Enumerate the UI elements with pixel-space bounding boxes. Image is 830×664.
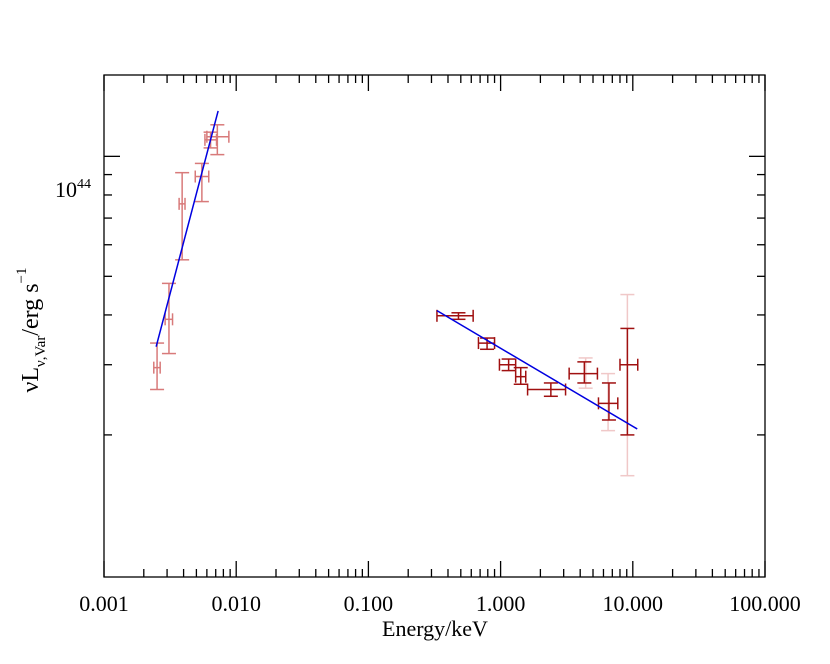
xray-fit-line [436,310,638,430]
uv-data-point [150,342,165,391]
y-axis-label: νLν,Var/erg s−1 [14,267,49,392]
xray-data-point [597,382,619,421]
xray-data-point [498,358,517,372]
x-tick-label: 0.100 [344,591,394,616]
y-major-exp: 44 [77,177,91,192]
y-label-main: νL [18,367,44,393]
faint-error-bar [601,372,616,432]
plot-frame [103,74,766,578]
x-tick-label: 10.000 [603,591,664,616]
x-tick-label: 1.000 [476,591,526,616]
xray-data-point [436,309,474,322]
y-label-sub: ν,Var [33,336,49,367]
xray-data-point [526,382,567,398]
y-major-tick-label: 1044 [55,177,91,202]
data-marks [150,110,639,477]
x-tick-label: 100.000 [729,591,801,616]
uv-data-point [206,124,230,156]
xray-data-point [568,361,599,384]
xray-data-point [619,327,639,436]
y-major-base: 10 [55,177,77,202]
x-axis-label: Energy/keV [382,616,488,641]
xray-data-point [513,366,528,386]
y-label-exp: −1 [14,267,30,283]
x-tick-label: 0.010 [211,591,261,616]
x-tick-labels: 0.001 0.010 0.100 1.000 10.000 100.000 [79,591,801,616]
axis-ticks [103,75,766,577]
y-label-unit: /erg s [18,283,44,335]
uv-data-point [194,162,210,203]
x-tick-label: 0.001 [79,591,129,616]
uv-fit-line [155,110,219,347]
